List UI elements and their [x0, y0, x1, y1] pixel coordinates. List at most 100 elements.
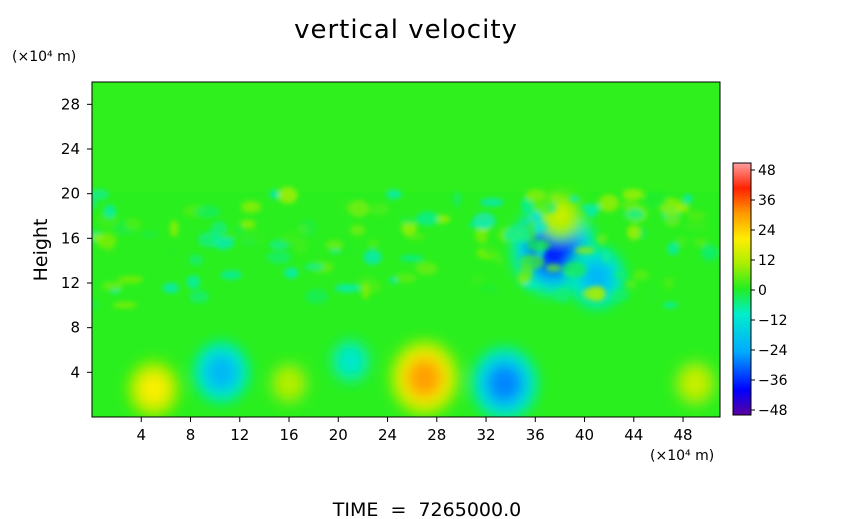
turbulence-cell [598, 194, 619, 212]
turbulence-cell [278, 187, 298, 204]
y-tick-label: 28 [61, 95, 80, 113]
turbulence-cell [663, 277, 674, 290]
x-tick-label: 4 [136, 426, 146, 444]
colorbar-tick-label: −24 [758, 343, 788, 359]
turbulence-cell [394, 273, 417, 283]
turbulence-cell [405, 233, 426, 241]
turbulence-cell [644, 190, 668, 209]
turbulence-cell [479, 198, 505, 207]
velocity-feature [489, 366, 520, 401]
turbulence-cell [627, 224, 641, 240]
turbulence-cell [667, 241, 680, 256]
turbulence-cell [92, 188, 110, 200]
turbulence-cell [168, 245, 177, 259]
y-tick-label: 24 [61, 140, 80, 158]
x-axis: 4 8 12 16 20 24 28 32 36 40 44 48 [136, 417, 693, 444]
turbulence-cell [221, 231, 238, 239]
turbulence-cell [415, 262, 438, 275]
turbulence-cell [189, 290, 209, 303]
y-axis-label: Height [30, 219, 52, 282]
chart-title: vertical velocity [294, 15, 518, 45]
turbulence-cell [92, 300, 100, 310]
turbulence-cell [361, 282, 370, 300]
colorbar-tick-label: −48 [758, 403, 788, 419]
turbulence-cell [676, 204, 690, 213]
colorbar-tick-label: 36 [758, 193, 776, 209]
y-tick-label: 4 [70, 363, 80, 381]
turbulence-cell [687, 210, 706, 221]
turbulence-cell [240, 200, 262, 213]
colorbar-scale [732, 162, 752, 416]
turbulence-cell [601, 249, 611, 264]
turbulence-cell [579, 203, 603, 211]
turbulence-cell [162, 282, 180, 294]
velocity-feature [340, 350, 361, 372]
colorbar-tick-label: 24 [758, 223, 776, 239]
turbulence-cell [368, 239, 379, 248]
x-tick-label: 36 [526, 426, 545, 444]
turbulence-cell [239, 230, 265, 244]
turbulence-cell [369, 202, 390, 216]
x-tick-label: 28 [427, 426, 446, 444]
time-footer: TIME = 7265000.0 [332, 499, 521, 519]
turbulence-cell [610, 290, 630, 302]
turbulence-cell [112, 301, 137, 309]
velocity-feature [583, 263, 610, 292]
turbulence-cell [562, 262, 587, 278]
turbulence-cell [304, 263, 325, 271]
colorbar-tick-label: −12 [758, 313, 788, 329]
turbulence-cell [693, 237, 707, 247]
turbulence-cell [266, 251, 292, 264]
turbulence-cell [620, 200, 639, 210]
colorbar-tick-label: 12 [758, 253, 776, 269]
turbulence-cell [479, 285, 499, 294]
turbulence-cell [334, 283, 361, 293]
turbulence-cell [470, 275, 484, 285]
turbulence-cell [269, 189, 280, 200]
x-tick-label: 20 [329, 426, 348, 444]
turbulence-cell [494, 255, 504, 265]
turbulence-cell [662, 302, 678, 309]
colorbar-tick-label: 48 [758, 163, 776, 179]
turbulence-cell [325, 239, 344, 251]
turbulence-cell [684, 221, 708, 230]
turbulence-cell [531, 210, 542, 224]
y-tick-label: 16 [61, 229, 80, 247]
turbulence-cell [649, 283, 658, 301]
turbulence-cell [283, 267, 299, 279]
turbulence-cell [683, 194, 693, 204]
turbulence-cell [186, 275, 201, 289]
turbulence-cell [97, 232, 117, 249]
velocity-feature [408, 360, 441, 396]
turbulence-cell [125, 217, 141, 231]
x-tick-label: 48 [674, 426, 693, 444]
plot-frame [91, 81, 721, 418]
turbulence-cell [105, 247, 116, 258]
turbulence-cell [526, 239, 551, 252]
turbulence-cell [399, 217, 421, 224]
turbulence-cell [220, 270, 242, 280]
velocity-feature [685, 372, 706, 395]
turbulence-cell [197, 231, 222, 248]
turbulence-cell [304, 289, 329, 304]
plot-area [92, 82, 720, 417]
velocity-feature [279, 372, 299, 395]
x-tick-label: 12 [230, 426, 249, 444]
turbulence-cell [363, 249, 382, 265]
x-tick-label: 8 [186, 426, 196, 444]
turbulence-cell [188, 254, 204, 266]
turbulence-cell [280, 231, 301, 245]
x-tick-label: 40 [575, 426, 594, 444]
y-axis-unit: (×10⁴ m) [12, 49, 76, 65]
turbulence-cell [468, 220, 493, 229]
velocity-feature [141, 375, 166, 403]
turbulence-cell [625, 280, 637, 288]
x-tick-label: 24 [378, 426, 397, 444]
turbulence-cell [194, 205, 221, 219]
turbulence-cell [568, 195, 581, 203]
x-tick-label: 44 [624, 426, 643, 444]
velocity-feature [208, 357, 235, 387]
turbulence-cell [348, 200, 370, 218]
turbulence-cell [700, 244, 719, 261]
